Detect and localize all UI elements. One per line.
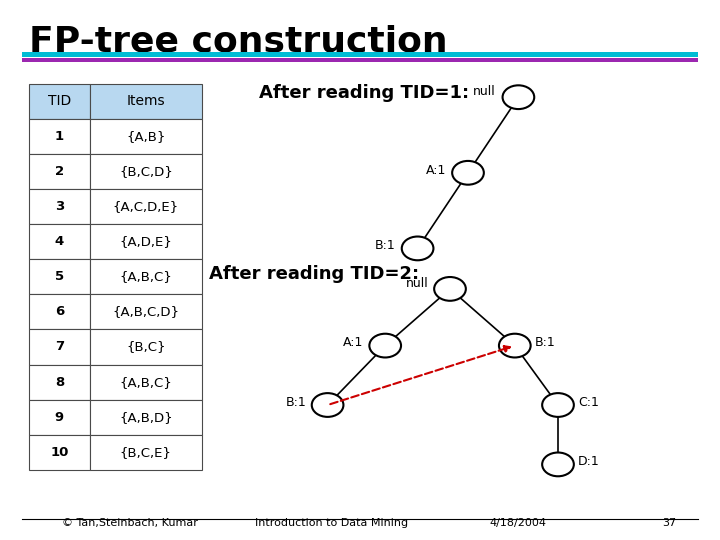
FancyBboxPatch shape: [29, 154, 90, 189]
Text: B:1: B:1: [535, 336, 556, 349]
Circle shape: [434, 277, 466, 301]
Text: TID: TID: [48, 94, 71, 108]
Text: C:1: C:1: [578, 396, 599, 409]
Text: {B,C,E}: {B,C,E}: [120, 446, 172, 459]
Text: 9: 9: [55, 410, 64, 424]
FancyBboxPatch shape: [90, 400, 202, 435]
Text: Introduction to Data Mining: Introduction to Data Mining: [255, 518, 408, 528]
Text: {A,B,D}: {A,B,D}: [119, 410, 173, 424]
Text: 6: 6: [55, 305, 64, 319]
Text: After reading TID=2:: After reading TID=2:: [209, 265, 419, 282]
FancyBboxPatch shape: [29, 84, 90, 119]
Text: 3: 3: [55, 200, 64, 213]
FancyBboxPatch shape: [29, 329, 90, 364]
Circle shape: [402, 237, 433, 260]
Text: {A,C,D,E}: {A,C,D,E}: [113, 200, 179, 213]
Text: {B,C,D}: {B,C,D}: [119, 165, 173, 178]
FancyBboxPatch shape: [90, 224, 202, 259]
Text: A:1: A:1: [343, 336, 364, 349]
Text: B:1: B:1: [375, 239, 396, 252]
FancyBboxPatch shape: [22, 52, 698, 57]
Text: © Tan,Steinbach, Kumar: © Tan,Steinbach, Kumar: [62, 518, 197, 528]
FancyBboxPatch shape: [29, 119, 90, 154]
Text: {A,B,C}: {A,B,C}: [120, 375, 172, 389]
Text: {A,D,E}: {A,D,E}: [120, 235, 172, 248]
FancyBboxPatch shape: [90, 259, 202, 294]
Text: After reading TID=1:: After reading TID=1:: [259, 84, 469, 102]
FancyBboxPatch shape: [29, 435, 90, 470]
Circle shape: [542, 393, 574, 417]
FancyBboxPatch shape: [29, 189, 90, 224]
Text: 2: 2: [55, 165, 64, 178]
FancyBboxPatch shape: [90, 154, 202, 189]
FancyBboxPatch shape: [29, 259, 90, 294]
FancyBboxPatch shape: [90, 364, 202, 400]
FancyBboxPatch shape: [90, 329, 202, 364]
Text: FP-tree construction: FP-tree construction: [29, 24, 447, 58]
Circle shape: [452, 161, 484, 185]
FancyBboxPatch shape: [90, 189, 202, 224]
Circle shape: [503, 85, 534, 109]
Circle shape: [542, 453, 574, 476]
Circle shape: [499, 334, 531, 357]
Text: 10: 10: [50, 446, 68, 459]
Text: Items: Items: [127, 94, 165, 108]
Text: null: null: [472, 85, 495, 98]
Text: {A,B,C,D}: {A,B,C,D}: [112, 305, 179, 319]
Text: A:1: A:1: [426, 164, 446, 177]
Text: {B,C}: {B,C}: [126, 340, 166, 354]
FancyBboxPatch shape: [29, 224, 90, 259]
Circle shape: [312, 393, 343, 417]
Text: D:1: D:1: [578, 455, 600, 468]
Text: {A,B,C}: {A,B,C}: [120, 270, 172, 284]
FancyBboxPatch shape: [29, 400, 90, 435]
Text: 7: 7: [55, 340, 64, 354]
FancyBboxPatch shape: [90, 294, 202, 329]
Text: 4/18/2004: 4/18/2004: [490, 518, 547, 528]
Text: 37: 37: [662, 518, 677, 528]
FancyBboxPatch shape: [90, 84, 202, 119]
Text: 4: 4: [55, 235, 64, 248]
Text: 1: 1: [55, 130, 64, 143]
Circle shape: [369, 334, 401, 357]
FancyBboxPatch shape: [90, 435, 202, 470]
Text: B:1: B:1: [285, 396, 306, 409]
Text: 8: 8: [55, 375, 64, 389]
FancyBboxPatch shape: [22, 58, 698, 62]
FancyBboxPatch shape: [90, 119, 202, 154]
FancyBboxPatch shape: [29, 294, 90, 329]
Text: null: null: [405, 277, 428, 290]
Text: 5: 5: [55, 270, 64, 284]
FancyBboxPatch shape: [29, 364, 90, 400]
Text: {A,B}: {A,B}: [126, 130, 166, 143]
